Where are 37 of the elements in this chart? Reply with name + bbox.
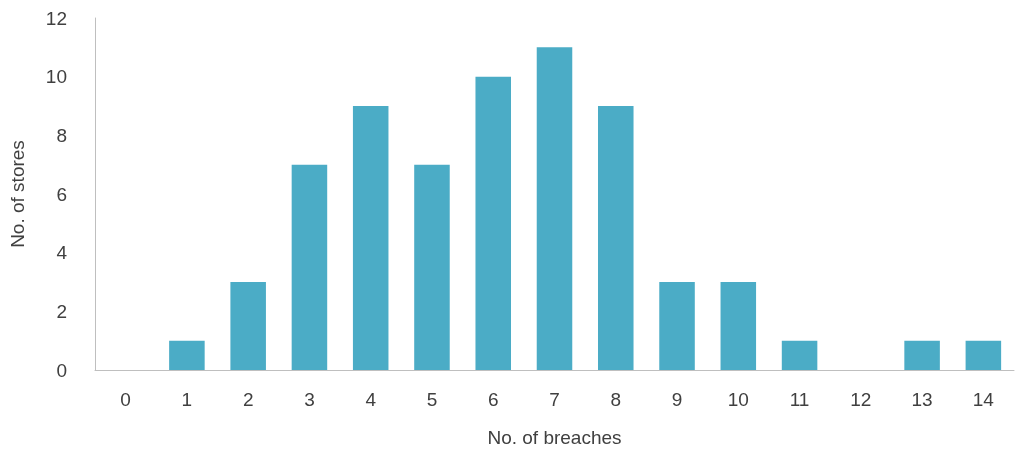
bar [781, 340, 818, 370]
bar [414, 164, 450, 370]
bar [965, 340, 1002, 370]
bar [291, 164, 328, 370]
x-tick-label: 9 [671, 389, 683, 410]
y-tick-label: 0 [56, 359, 67, 381]
x-tick-label: 10 [727, 389, 749, 410]
bar [230, 282, 266, 370]
x-tick-label: 12 [850, 389, 872, 410]
bar [904, 340, 940, 370]
y-tick-label: 10 [45, 66, 67, 88]
x-tick-label: 11 [789, 389, 810, 410]
x-tick-label: 4 [365, 389, 377, 410]
y-tick-label: 2 [56, 300, 67, 322]
bar [169, 340, 205, 370]
x-tick-label: 0 [120, 389, 131, 410]
bar [536, 47, 573, 370]
y-tick-label: 8 [56, 124, 67, 146]
x-tick-label: 1 [181, 389, 193, 410]
x-tick-label: 8 [610, 389, 622, 410]
x-tick-label: 3 [304, 389, 315, 410]
x-axis-title: No. of breaches [487, 427, 622, 448]
x-tick-label: 7 [549, 389, 560, 410]
x-tick-label: 13 [911, 389, 933, 410]
x-tick-label: 14 [972, 389, 995, 410]
bar [720, 282, 757, 370]
x-tick-label: 6 [487, 389, 499, 410]
bar [598, 106, 634, 370]
bar [659, 282, 695, 370]
y-tick-label: 4 [56, 242, 68, 264]
bar [475, 76, 511, 370]
x-tick-label: 5 [426, 389, 438, 410]
y-tick-label: 12 [45, 7, 67, 29]
x-tick-label: 2 [242, 389, 254, 410]
y-axis-title: No. of stores [7, 140, 28, 248]
y-tick-label: 6 [56, 183, 67, 205]
bar [352, 106, 389, 370]
